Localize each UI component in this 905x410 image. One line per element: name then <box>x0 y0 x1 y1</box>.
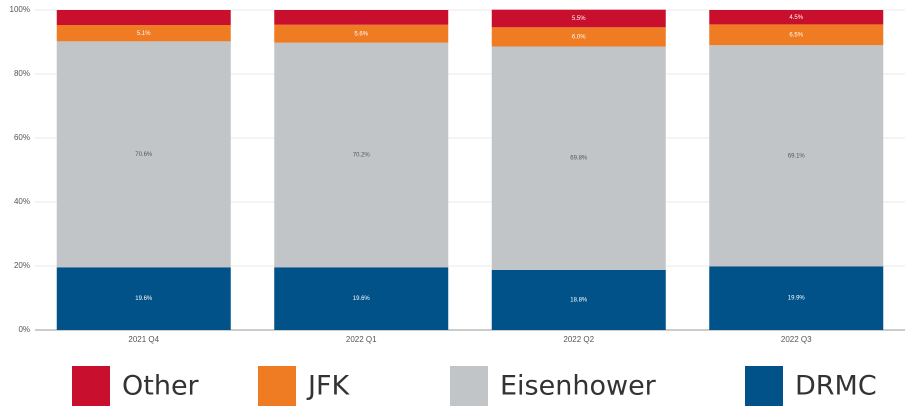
bar-segment <box>491 269 666 330</box>
legend-label: Eisenhower <box>500 371 657 402</box>
data-label: 18.8% <box>570 297 588 303</box>
x-tick-label: 2022 Q1 <box>346 335 377 344</box>
bar-segment <box>274 267 449 330</box>
legend-swatch <box>72 366 110 406</box>
legend-label: JFK <box>306 371 350 402</box>
data-label: 69.8% <box>570 156 588 162</box>
y-tick-label: 60% <box>14 133 30 142</box>
data-label: 5.5% <box>572 16 586 22</box>
bar-segment <box>491 46 666 270</box>
bar-segment <box>56 267 231 330</box>
bar-segment <box>491 9 666 28</box>
data-label: 5.6% <box>354 31 368 37</box>
bar-segment <box>709 266 884 330</box>
y-tick-label: 0% <box>18 325 30 334</box>
bar-segment <box>274 10 449 25</box>
y-tick-label: 80% <box>14 69 30 78</box>
y-tick-label: 40% <box>14 197 30 206</box>
data-label: 19.6% <box>135 296 153 302</box>
bar-segment <box>709 45 884 267</box>
data-label: 6.5% <box>789 32 803 38</box>
bar-segment <box>709 24 884 46</box>
legend-swatch <box>258 366 296 406</box>
data-label: 69.1% <box>788 153 806 159</box>
bar-segment <box>491 27 666 47</box>
x-tick-label: 2022 Q2 <box>563 335 594 344</box>
legend-label: Other <box>122 371 200 402</box>
data-label: 6.0% <box>572 34 586 40</box>
bar-segment <box>274 42 449 268</box>
bar-segment <box>56 10 231 26</box>
x-tick-label: 2021 Q4 <box>128 335 159 344</box>
data-label: 5.1% <box>137 31 151 37</box>
x-tick-label: 2022 Q3 <box>781 335 812 344</box>
bar-segment <box>56 25 231 42</box>
y-tick-label: 100% <box>10 5 30 14</box>
y-tick-label: 20% <box>14 261 30 270</box>
legend-swatch <box>450 366 488 406</box>
legend-swatch <box>745 366 783 406</box>
bar-segment <box>56 41 231 268</box>
data-label: 4.5% <box>789 15 803 21</box>
bar-segment <box>274 24 449 43</box>
data-label: 19.6% <box>353 296 371 302</box>
legend-label: DRMC <box>795 371 877 402</box>
bar-segment <box>709 10 884 25</box>
data-label: 70.6% <box>135 152 153 158</box>
data-label: 70.2% <box>353 153 371 159</box>
data-label: 19.9% <box>788 296 806 302</box>
